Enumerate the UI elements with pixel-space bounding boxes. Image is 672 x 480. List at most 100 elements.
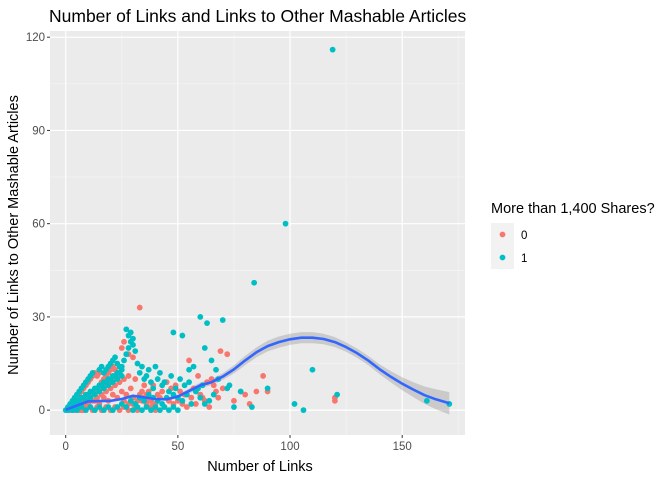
data-point-0 [253,388,260,395]
data-point-1 [91,385,98,392]
legend-label-0: 0 [521,230,527,242]
data-point-0 [260,373,267,379]
data-point-1 [172,385,179,392]
data-point-1 [161,404,168,410]
chart-title: Number of Links and Links to Other Masha… [49,6,467,26]
data-point-1 [82,391,89,398]
data-point-0 [188,394,195,401]
data-point-1 [179,397,186,404]
data-point-1 [201,401,208,407]
data-point-1 [148,379,154,386]
data-point-0 [219,385,226,392]
data-point-1 [181,382,188,389]
data-point-0 [183,404,190,410]
data-point-0 [224,351,231,358]
data-point-1 [264,385,271,392]
y-tick-label: 120 [26,32,45,44]
data-point-1 [157,407,163,414]
data-point-1 [145,366,152,373]
data-point-1 [197,314,204,320]
data-point-0 [159,388,166,395]
data-point-1 [206,397,213,404]
data-point-1 [141,397,148,404]
y-tick-label: 30 [32,312,45,324]
data-point-1 [165,407,172,414]
data-point-1 [118,363,125,370]
y-tick-label: 0 [39,405,45,417]
data-point-1 [201,345,208,351]
data-point-1 [121,357,127,364]
data-point-0 [118,388,125,395]
data-point-0 [215,394,222,401]
data-point-0 [141,382,148,389]
data-point-1 [112,354,118,361]
data-point-1 [127,329,134,336]
data-point-1 [82,407,89,414]
data-point-1 [204,320,210,327]
x-tick-label: 0 [62,441,68,453]
data-point-1 [152,363,159,370]
data-point-1 [100,379,107,386]
data-point-1 [179,332,186,339]
data-point-0 [177,388,184,395]
x-tick-label: 150 [393,441,412,453]
data-point-1 [170,329,177,336]
data-point-1 [139,407,145,414]
data-point-1 [309,366,316,373]
data-point-1 [74,407,80,414]
legend-key-1 [499,254,506,261]
data-point-1 [123,404,130,410]
data-point-0 [136,304,143,311]
data-point-1 [100,407,107,414]
data-point-0 [186,357,192,364]
data-point-1 [186,379,192,386]
data-point-1 [226,382,233,389]
data-point-0 [121,338,127,345]
data-point-1 [125,345,132,351]
data-point-0 [217,348,224,354]
data-point-1 [105,376,112,382]
data-point-1 [109,373,116,379]
data-point-1 [96,382,103,389]
data-point-1 [150,385,157,392]
data-point-1 [145,391,152,398]
data-point-0 [132,376,139,382]
smooth-confidence-band [65,332,450,415]
data-point-1 [197,394,204,401]
data-point-0 [210,382,217,389]
data-point-1 [148,407,154,414]
data-point-1 [130,335,136,342]
data-point-1 [130,407,136,414]
data-point-1 [143,373,150,379]
data-point-1 [291,401,298,407]
data-point-0 [125,373,132,379]
data-point-1 [329,46,336,53]
data-points [62,46,453,414]
x-tick-label: 50 [171,441,184,453]
data-point-1 [174,407,181,414]
confidence-band [65,332,450,415]
data-point-1 [132,348,139,354]
data-point-1 [210,391,217,398]
legend-title: More than 1,400 Shares? [491,201,655,217]
smooth-line [65,336,450,412]
y-tick-label: 60 [32,219,45,231]
legend-label-1: 1 [521,253,527,265]
data-point-1 [96,404,103,410]
data-point-1 [219,317,226,323]
data-point-1 [334,391,341,398]
data-point-0 [192,401,199,407]
grid-minor [50,31,465,435]
data-point-0 [154,391,161,398]
legend-key-0 [499,231,506,238]
data-point-1 [98,363,105,370]
data-point-0 [242,391,249,398]
data-point-1 [188,401,195,407]
data-point-1 [134,360,141,367]
y-axis-ticks: 0 30 60 90 120 [26,32,50,417]
data-point-0 [195,373,201,379]
data-point-1 [127,397,134,404]
data-point-1 [251,279,258,286]
data-point-1 [190,363,197,370]
